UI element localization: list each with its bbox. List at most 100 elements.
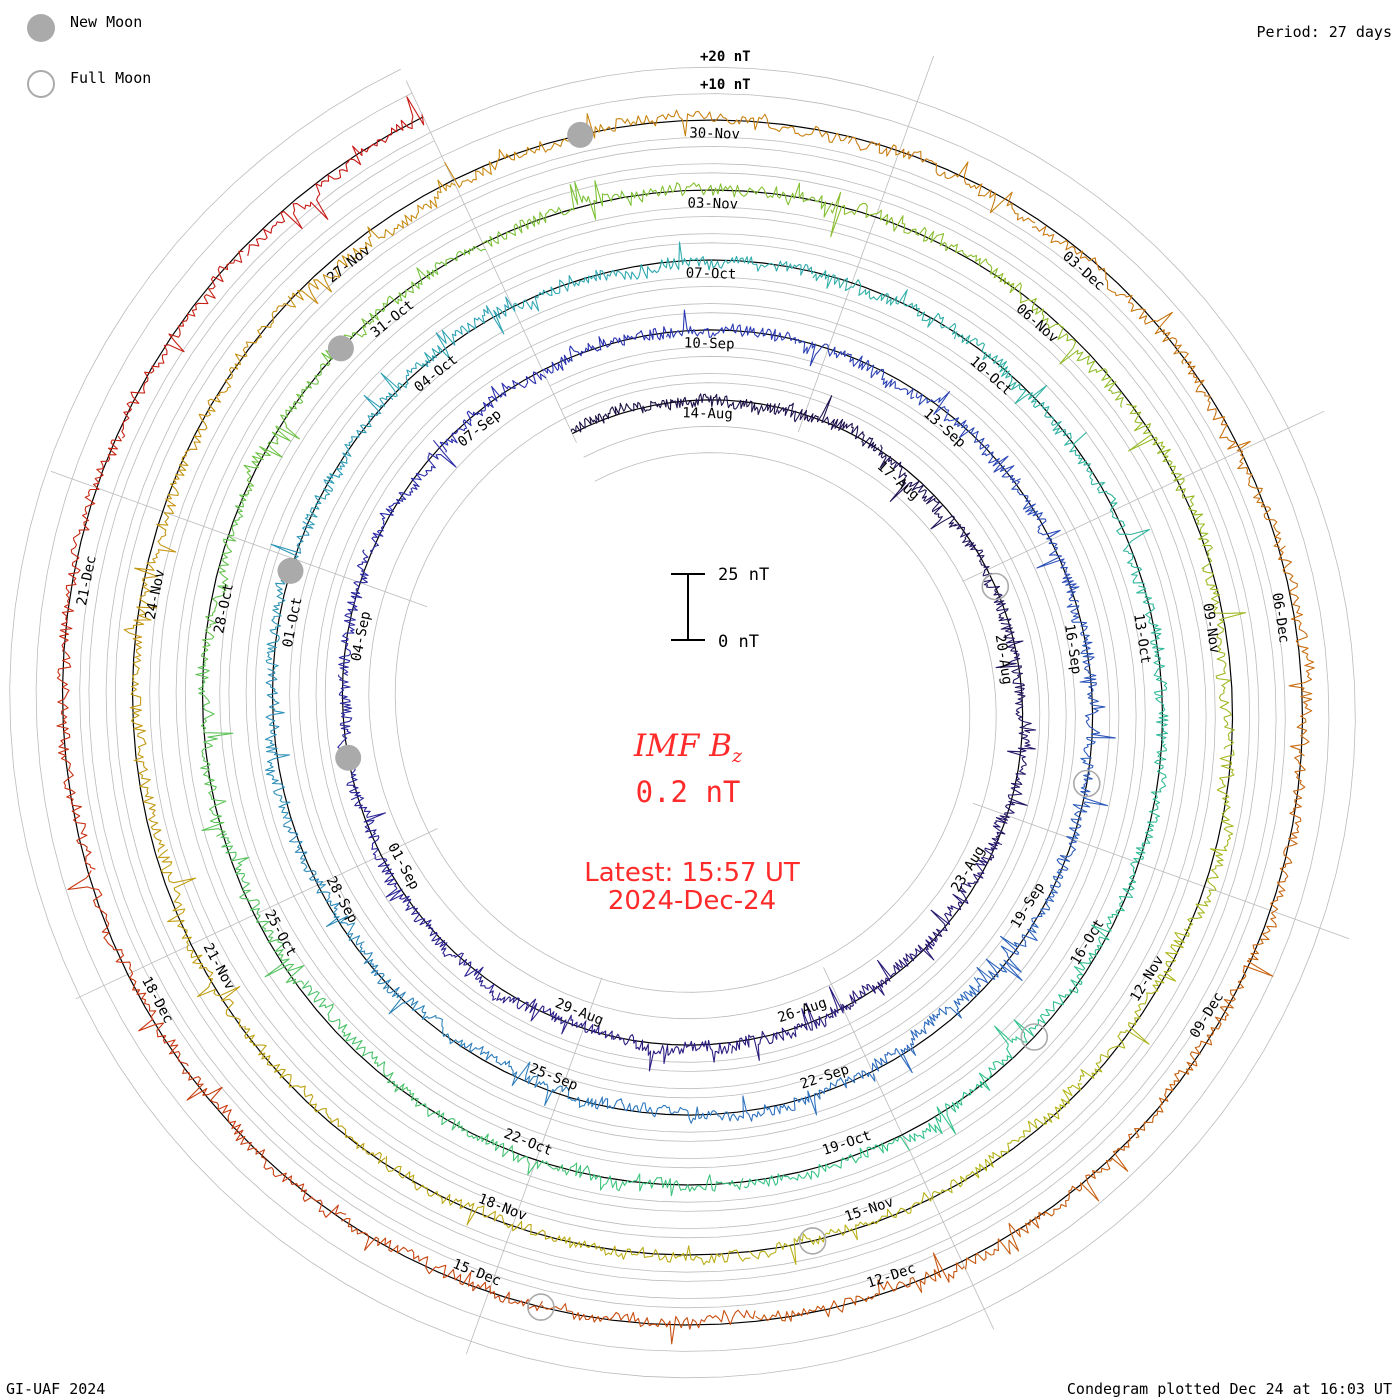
credit-label: GI-UAF 2024	[6, 1380, 106, 1398]
moon-markers	[277, 121, 1101, 1321]
trace-segment	[542, 326, 667, 374]
trace-segment	[1078, 928, 1190, 1082]
trace-segment	[129, 657, 165, 853]
trace-segment	[1118, 743, 1167, 900]
trace-segment	[67, 870, 189, 1067]
grid-spoke	[50, 470, 428, 608]
date-label: 22-Sep	[798, 1061, 851, 1092]
date-label: 14-Aug	[682, 405, 733, 422]
trace-segment	[995, 622, 1037, 734]
scale-bar: 25 nT 0 nT	[671, 565, 769, 652]
date-label: 04-Oct	[411, 352, 461, 396]
trace-segment	[777, 395, 880, 452]
new-moon-icon	[27, 14, 55, 42]
trace-segment	[956, 334, 1073, 446]
trace-segment	[1278, 545, 1315, 757]
trace-segment	[243, 343, 343, 496]
date-label: 26-Aug	[776, 995, 829, 1026]
trace-segment	[830, 191, 999, 279]
date-label: 25-Sep	[527, 1061, 580, 1094]
date-label: 04-Sep	[348, 610, 374, 663]
trace-segment	[737, 1070, 876, 1122]
trace-segment	[878, 444, 957, 530]
date-label: 03-Nov	[687, 195, 738, 212]
date-label: 10-Sep	[684, 335, 735, 352]
trace-segment	[195, 663, 234, 837]
trace-segment	[1011, 480, 1080, 603]
trace-segment	[369, 439, 457, 554]
trace-segment	[220, 833, 305, 985]
trace-segment	[570, 399, 673, 433]
full-moon-icon	[27, 70, 55, 98]
date-label: 21-Dec	[74, 554, 100, 607]
trace-segment	[341, 1217, 543, 1312]
trace-segment	[731, 986, 844, 1061]
full-moon-marker	[1073, 769, 1101, 798]
date-label: 10-Oct	[966, 353, 1014, 398]
trace-segment	[871, 976, 982, 1074]
trace-segment	[997, 272, 1124, 408]
trace-segment	[755, 1252, 965, 1322]
date-label: 06-Nov	[1013, 301, 1061, 346]
trace-segment	[575, 1164, 744, 1197]
trace-segment	[354, 796, 414, 911]
trace-segment	[1202, 567, 1247, 750]
trace-segment	[991, 731, 1036, 844]
date-label: 16-Oct	[1068, 917, 1108, 968]
new-moon-marker	[277, 557, 304, 584]
trace-segment	[496, 992, 613, 1040]
full-moon-marker	[798, 1227, 827, 1255]
date-label: 09-Dec	[1187, 990, 1227, 1041]
trace-segment	[965, 1133, 1133, 1270]
ref-label-20nt: +20 nT	[700, 49, 751, 65]
trace-segment	[411, 906, 497, 1001]
trace-segment	[1136, 585, 1169, 745]
zero-baseline	[61, 116, 1304, 1326]
date-label: 24-Nov	[143, 568, 169, 621]
trace-segment	[439, 371, 547, 453]
period-label: Period: 27 days	[1256, 23, 1392, 41]
date-label: 18-Dec	[138, 974, 176, 1026]
parameter-value: 0.2 nT	[635, 775, 741, 809]
trace-segment	[338, 549, 369, 676]
date-label: 09-Nov	[1199, 602, 1222, 654]
date-label: 06-Dec	[1269, 592, 1292, 644]
trace-segment	[932, 1083, 1082, 1200]
trace-segment	[301, 980, 423, 1107]
legend-new-moon-label: New Moon	[70, 13, 143, 31]
parameter-name: IMF Bz	[0, 728, 1388, 767]
trace-segment	[304, 394, 390, 526]
date-label: 16-Sep	[1061, 623, 1084, 675]
ref-label-10nt: +10 nT	[700, 77, 751, 93]
date-label: 20-Aug	[992, 633, 1015, 685]
date-label: 30-Nov	[689, 125, 740, 142]
scale-bottom-label: 0 nT	[718, 632, 759, 652]
grid-spoke	[797, 55, 935, 433]
trace-segment	[1126, 403, 1213, 570]
date-label: 18-Nov	[476, 1191, 529, 1224]
trace-segment	[421, 1103, 578, 1176]
trace-segment	[1056, 737, 1109, 871]
trace-segment	[671, 393, 781, 416]
grid-spokes	[50, 55, 1350, 1355]
parameter-name-subscript: z	[732, 745, 743, 767]
bz-trace	[56, 96, 1315, 1345]
date-label: 27-Nov	[324, 242, 374, 286]
latest-date: 2024-Dec-24	[607, 886, 777, 916]
date-label: 07-Oct	[686, 265, 737, 282]
grid-spiral	[88, 140, 1277, 1300]
trace-segment	[595, 1096, 739, 1124]
grid-spoke	[962, 410, 1325, 582]
parameter-name-main: IMF B	[633, 728, 733, 764]
date-label: 31-Oct	[368, 297, 418, 341]
new-moon-marker	[567, 121, 594, 148]
scale-top-label: 25 nT	[718, 565, 769, 585]
trace-segment	[265, 521, 314, 670]
trace-segment	[1134, 958, 1274, 1139]
legend-full-moon-label: Full Moon	[70, 69, 152, 87]
date-label: 13-Sep	[920, 406, 968, 451]
date-label: 01-Oct	[280, 596, 306, 649]
grid-spoke	[972, 802, 1350, 940]
trace-segment	[482, 180, 654, 247]
